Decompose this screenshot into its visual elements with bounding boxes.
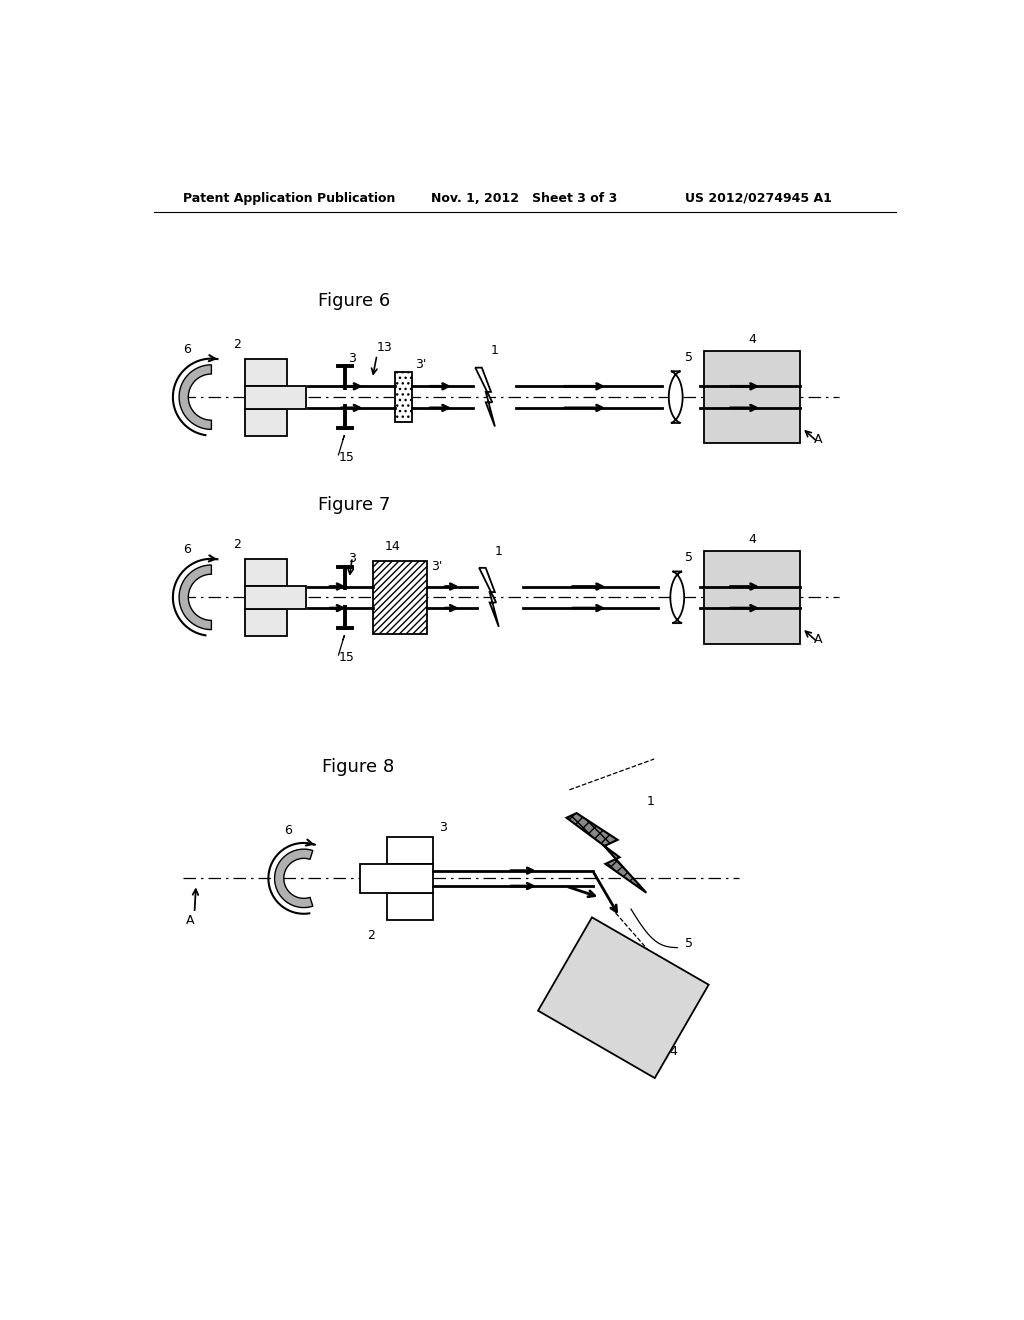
- Bar: [245, 385, 306, 409]
- Text: 5: 5: [685, 937, 693, 950]
- Text: 1: 1: [646, 795, 654, 808]
- Polygon shape: [179, 364, 211, 429]
- Polygon shape: [479, 568, 499, 627]
- Bar: [387, 892, 433, 920]
- Bar: [245, 359, 287, 385]
- Bar: [394, 372, 412, 422]
- Text: Nov. 1, 2012   Sheet 3 of 3: Nov. 1, 2012 Sheet 3 of 3: [431, 191, 617, 205]
- Text: A: A: [814, 433, 823, 446]
- Text: 4: 4: [749, 533, 757, 546]
- Text: 2: 2: [233, 338, 241, 351]
- Text: 3': 3': [415, 358, 426, 371]
- Bar: [245, 609, 287, 636]
- Bar: [245, 586, 306, 609]
- Text: 3: 3: [439, 821, 446, 834]
- Text: 2: 2: [233, 539, 241, 552]
- Text: 6: 6: [183, 343, 190, 356]
- Text: 13: 13: [377, 341, 393, 354]
- Text: 3: 3: [348, 552, 356, 565]
- Text: 6: 6: [285, 824, 293, 837]
- Bar: [705, 351, 801, 444]
- Text: Figure 7: Figure 7: [317, 496, 390, 513]
- Text: US 2012/0274945 A1: US 2012/0274945 A1: [685, 191, 831, 205]
- Text: A: A: [814, 634, 823, 647]
- Text: 3': 3': [431, 560, 442, 573]
- Text: Patent Application Publication: Patent Application Publication: [183, 191, 395, 205]
- Bar: [387, 837, 433, 863]
- Text: 1: 1: [490, 345, 499, 358]
- Polygon shape: [274, 849, 313, 908]
- Text: 15: 15: [339, 651, 354, 664]
- Text: 15: 15: [339, 450, 354, 463]
- Text: 4: 4: [670, 1045, 678, 1059]
- Text: 14: 14: [385, 540, 400, 553]
- Text: Figure 8: Figure 8: [322, 758, 394, 776]
- Polygon shape: [179, 565, 211, 630]
- Bar: [705, 552, 801, 644]
- Text: 6: 6: [183, 543, 190, 556]
- Text: 3: 3: [348, 352, 356, 366]
- Polygon shape: [566, 813, 646, 892]
- Bar: [373, 561, 427, 634]
- Bar: [245, 409, 287, 436]
- Bar: [359, 863, 433, 892]
- Polygon shape: [669, 371, 683, 422]
- Text: 2: 2: [368, 929, 375, 942]
- Polygon shape: [671, 572, 684, 623]
- Text: 5: 5: [685, 351, 693, 363]
- Text: Figure 6: Figure 6: [317, 292, 390, 310]
- Text: A: A: [186, 915, 195, 927]
- Text: 1: 1: [495, 545, 503, 557]
- Text: 4: 4: [749, 333, 757, 346]
- Bar: [245, 558, 287, 586]
- Polygon shape: [538, 917, 709, 1078]
- Polygon shape: [475, 368, 495, 426]
- Text: 5: 5: [685, 550, 693, 564]
